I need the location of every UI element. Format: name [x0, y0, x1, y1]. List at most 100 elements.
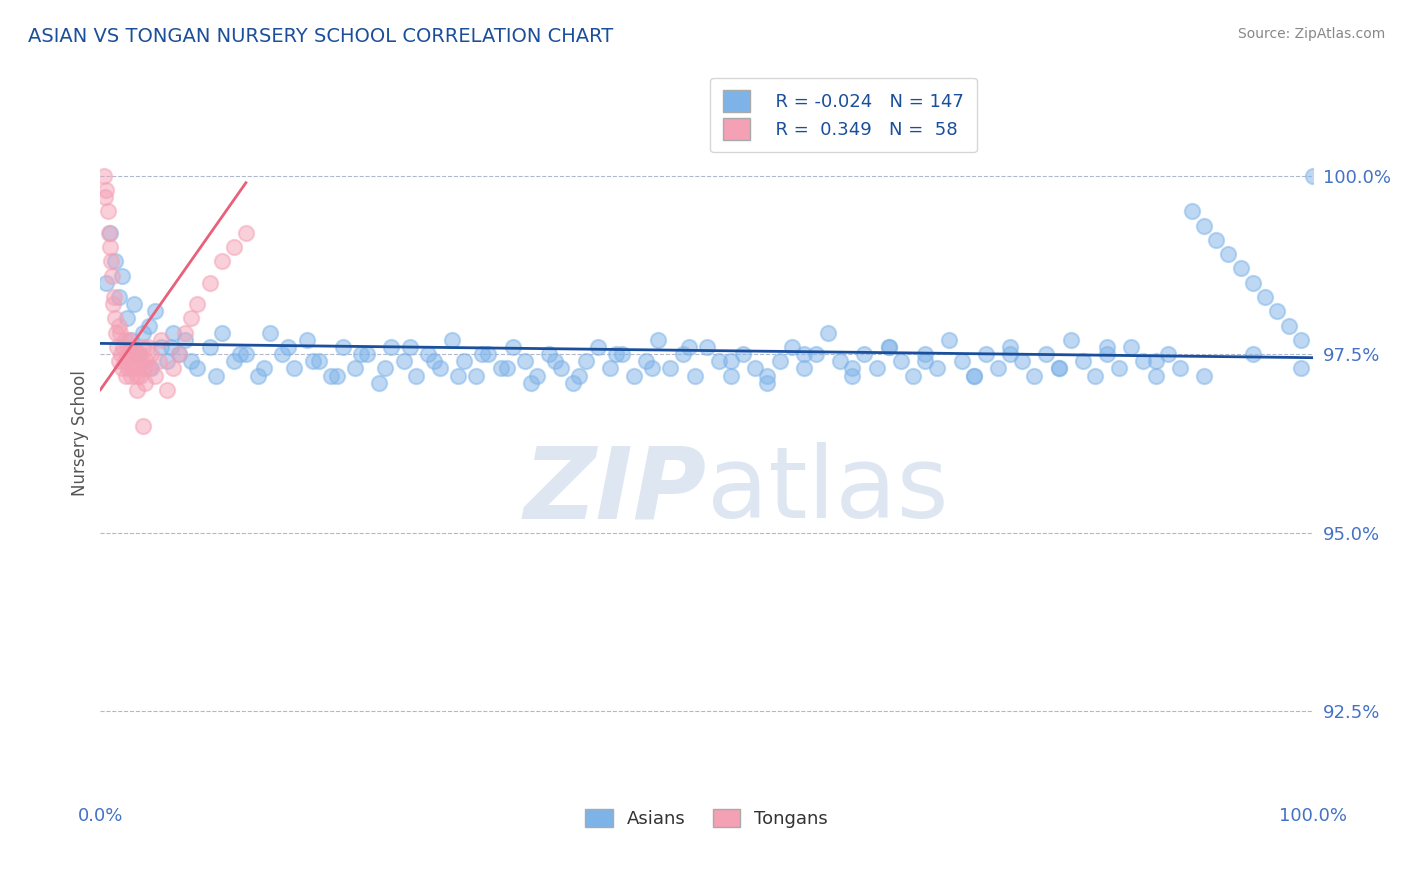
Point: [756, 368, 779, 383]
Point: [495, 361, 517, 376]
Point: [127, 361, 149, 376]
Point: [150, 340, 173, 354]
Text: ASIAN VS TONGAN NURSERY SCHOOL CORRELATION CHART: ASIAN VS TONGAN NURSERY SCHOOL CORRELATI…: [28, 27, 613, 45]
Point: [1289, 361, 1312, 376]
Point: [132, 361, 155, 376]
Point: [1144, 354, 1167, 368]
Point: [101, 297, 124, 311]
Point: [423, 354, 446, 368]
Point: [1047, 361, 1070, 376]
Point: [471, 347, 494, 361]
Point: [1035, 347, 1057, 361]
Point: [544, 354, 567, 368]
Point: [938, 333, 960, 347]
Point: [148, 354, 170, 368]
Point: [124, 297, 146, 311]
Point: [125, 347, 148, 361]
Point: [1278, 318, 1301, 333]
Point: [271, 347, 294, 361]
Point: [204, 368, 226, 383]
Point: [107, 354, 129, 368]
Point: [453, 354, 475, 368]
Point: [124, 361, 146, 376]
Point: [174, 333, 197, 347]
Point: [104, 254, 127, 268]
Point: [1302, 169, 1324, 183]
Point: [877, 340, 900, 354]
Point: [159, 340, 181, 354]
Point: [380, 340, 402, 354]
Point: [574, 354, 596, 368]
Point: [114, 354, 136, 368]
Point: [344, 361, 367, 376]
Point: [110, 347, 132, 361]
Point: [186, 361, 208, 376]
Point: [416, 347, 439, 361]
Point: [1071, 354, 1094, 368]
Point: [211, 326, 233, 340]
Point: [326, 368, 349, 383]
Point: [128, 347, 150, 361]
Point: [720, 354, 742, 368]
Text: Source: ZipAtlas.com: Source: ZipAtlas.com: [1237, 27, 1385, 41]
Point: [405, 368, 427, 383]
Point: [125, 383, 148, 397]
Point: [103, 290, 125, 304]
Point: [841, 368, 863, 383]
Point: [105, 340, 128, 354]
Point: [914, 354, 936, 368]
Point: [1241, 276, 1264, 290]
Point: [356, 347, 378, 361]
Point: [659, 361, 682, 376]
Y-axis label: Nursery School: Nursery School: [72, 369, 89, 496]
Point: [1218, 247, 1240, 261]
Point: [744, 361, 766, 376]
Point: [114, 333, 136, 347]
Point: [128, 347, 150, 361]
Point: [998, 340, 1021, 354]
Point: [105, 326, 128, 340]
Point: [1144, 368, 1167, 383]
Point: [641, 361, 664, 376]
Point: [222, 354, 245, 368]
Point: [93, 169, 115, 183]
Point: [465, 368, 488, 383]
Point: [308, 354, 330, 368]
Point: [127, 368, 149, 383]
Text: ZIP: ZIP: [524, 442, 707, 540]
Point: [121, 354, 143, 368]
Point: [108, 326, 131, 340]
Point: [568, 368, 591, 383]
Point: [117, 361, 139, 376]
Point: [429, 361, 451, 376]
Point: [489, 361, 512, 376]
Point: [132, 340, 155, 354]
Point: [198, 340, 221, 354]
Point: [96, 183, 118, 197]
Point: [974, 347, 997, 361]
Point: [108, 318, 131, 333]
Point: [793, 361, 815, 376]
Point: [96, 276, 118, 290]
Point: [901, 368, 924, 383]
Point: [134, 376, 156, 390]
Point: [768, 354, 790, 368]
Point: [132, 326, 155, 340]
Point: [235, 226, 257, 240]
Point: [156, 383, 179, 397]
Point: [211, 254, 233, 268]
Point: [963, 368, 986, 383]
Point: [441, 333, 464, 347]
Point: [707, 354, 730, 368]
Point: [392, 354, 415, 368]
Point: [1229, 261, 1251, 276]
Point: [156, 354, 179, 368]
Point: [647, 333, 669, 347]
Point: [120, 333, 142, 347]
Point: [319, 368, 342, 383]
Point: [636, 354, 658, 368]
Point: [678, 340, 700, 354]
Point: [1192, 219, 1215, 233]
Point: [295, 333, 318, 347]
Point: [101, 268, 124, 283]
